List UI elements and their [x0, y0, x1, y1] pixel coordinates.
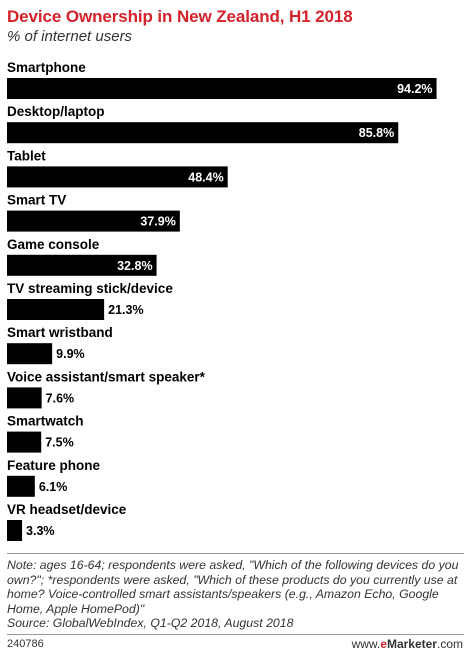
bar-chart-svg: Smartphone 94.2% Desktop/laptop 85.8% Tablet… [7, 60, 437, 541]
bar [7, 431, 42, 453]
category-label: Desktop/laptop [7, 104, 105, 119]
bar [7, 78, 437, 99]
value-label: 32.8% [117, 259, 152, 273]
category-label: Smart TV [7, 193, 66, 208]
note-text: Note: ages 16-64; respondents were asked… [7, 558, 459, 616]
bar-row: Smartphone 94.2% [7, 60, 437, 99]
value-label: 85.8% [359, 126, 394, 140]
footer-divider-bottom [7, 634, 464, 635]
bar-chart: Smartphone 94.2% Desktop/laptop 85.8% Tablet… [0, 58, 471, 550]
chart-title: Device Ownership in New Zealand, H1 2018 [7, 7, 353, 26]
category-label: Tablet [7, 148, 46, 163]
category-label: Feature phone [7, 458, 101, 473]
value-label: 7.6% [46, 391, 75, 405]
category-label: VR headset/device [7, 502, 127, 517]
brand-name: Marketer [386, 637, 437, 651]
bar-row: Desktop/laptop 85.8% [7, 104, 399, 144]
category-label: TV streaming stick/device [7, 281, 173, 296]
bar [7, 122, 399, 144]
footer-divider [7, 553, 464, 554]
category-label: Voice assistant/smart speaker* [7, 369, 206, 384]
bar [7, 166, 228, 188]
chart-header: Device Ownership in New Zealand, H1 2018… [7, 7, 353, 47]
bar [7, 343, 53, 365]
bar-row: Feature phone 6.1% [7, 458, 101, 497]
bar-row: TV streaming stick/device 21.3% [7, 281, 173, 320]
value-label: 6.1% [39, 480, 68, 494]
bar [7, 520, 23, 541]
bar [7, 387, 42, 409]
bar-row: Game console 32.8% [7, 237, 157, 276]
value-label: 21.3% [108, 303, 143, 317]
bar [7, 254, 157, 276]
value-label: 3.3% [26, 524, 55, 538]
chart-id: 240786 [7, 638, 44, 650]
brand-tld: .com [436, 637, 463, 651]
footnote: Note: ages 16-64; respondents were asked… [7, 558, 467, 631]
brand-logo: www.eMarketer.com [352, 637, 463, 651]
category-label: Smart wristband [7, 325, 113, 340]
value-label: 37.9% [140, 215, 175, 229]
value-label: 9.9% [56, 347, 84, 361]
bar-row: Voice assistant/smart speaker* 7.6% [7, 369, 206, 409]
source-text: Source: GlobalWebIndex, Q1-Q2 2018, Augu… [7, 616, 294, 631]
value-label: 94.2% [397, 82, 432, 96]
bar-row: VR headset/device 3.3% [7, 502, 127, 541]
bar [7, 210, 180, 232]
bar-row: Tablet 48.4% [7, 148, 228, 188]
bar-row: Smart wristband 9.9% [7, 325, 113, 365]
chart-subtitle: % of internet users [7, 28, 133, 45]
category-label: Smartphone [7, 60, 86, 75]
bar-row: Smartwatch 7.5% [7, 414, 84, 453]
value-label: 7.5% [45, 436, 73, 450]
brand-e: e [380, 637, 387, 651]
category-label: Game console [7, 237, 100, 252]
bar-row: Smart TV 37.9% [7, 193, 180, 232]
category-label: Smartwatch [7, 414, 84, 429]
value-label: 48.4% [188, 170, 223, 184]
bar [7, 299, 105, 320]
bar [7, 475, 35, 497]
brand-www: www. [351, 637, 381, 651]
